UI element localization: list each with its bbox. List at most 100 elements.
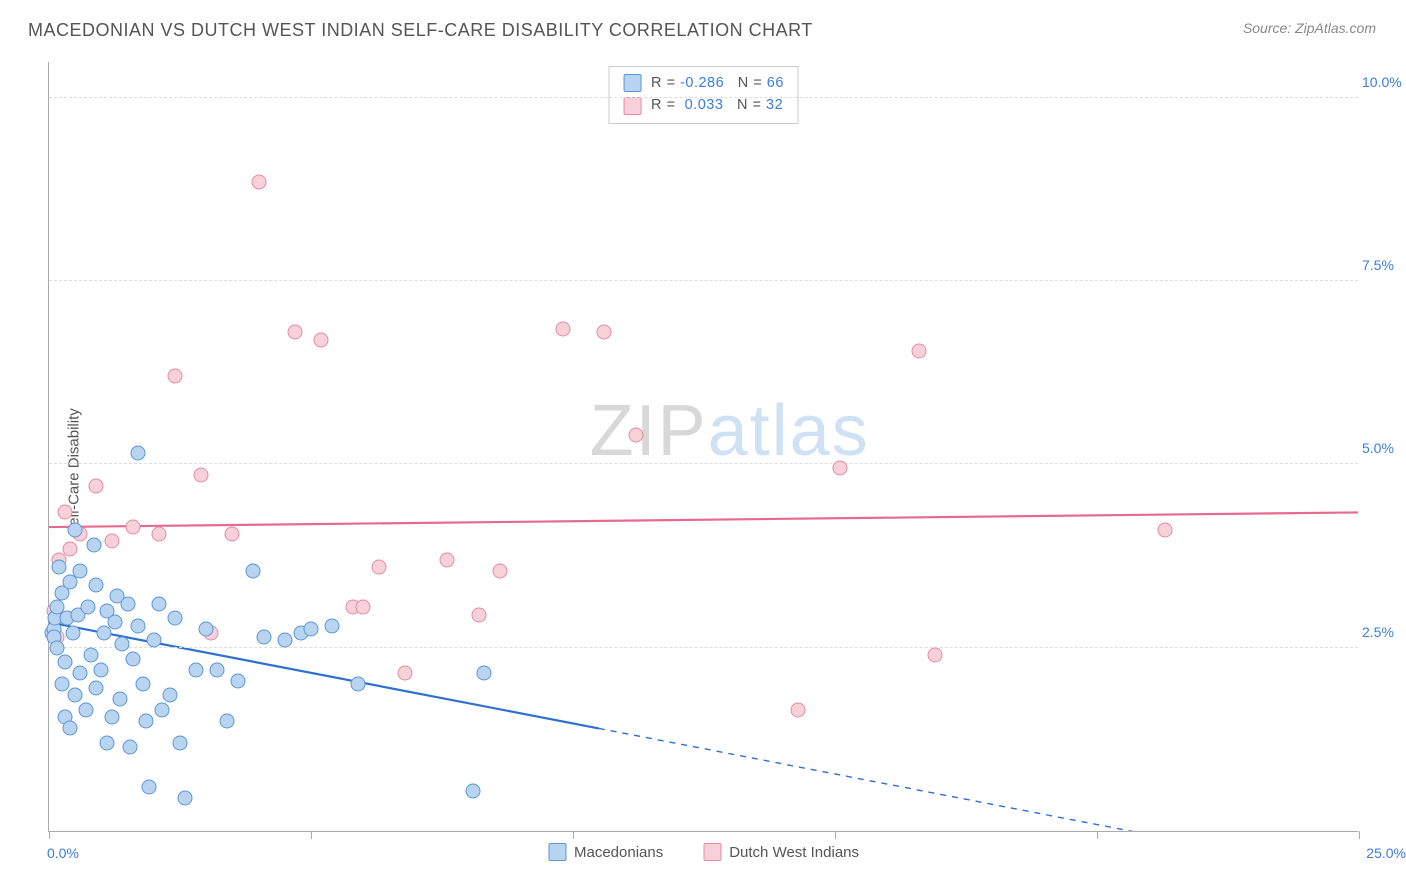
data-point xyxy=(162,688,177,703)
swatch-series-1 xyxy=(623,74,641,92)
y-tick-label: 10.0% xyxy=(1362,74,1406,90)
data-point xyxy=(68,688,83,703)
data-point xyxy=(125,651,140,666)
data-point xyxy=(125,519,140,534)
data-point xyxy=(304,622,319,637)
data-point xyxy=(440,552,455,567)
data-point xyxy=(251,175,266,190)
data-point xyxy=(115,637,130,652)
gridline xyxy=(49,280,1358,281)
y-tick-label: 5.0% xyxy=(1362,440,1406,456)
plot-area: ZIPatlas R = -0.286 N = 66 R = 0.033 N = xyxy=(48,62,1358,832)
data-point xyxy=(471,607,486,622)
data-point xyxy=(99,736,114,751)
data-point xyxy=(209,662,224,677)
y-tick-label: 2.5% xyxy=(1362,624,1406,640)
data-point xyxy=(146,633,161,648)
data-point xyxy=(188,662,203,677)
stats-legend-box: R = -0.286 N = 66 R = 0.033 N = 32 xyxy=(608,66,799,124)
watermark-atlas: atlas xyxy=(708,391,870,471)
data-point xyxy=(1158,523,1173,538)
data-point xyxy=(94,662,109,677)
x-tick-last: 25.0% xyxy=(1366,845,1406,861)
data-point xyxy=(167,369,182,384)
watermark-zip: ZIP xyxy=(590,391,708,471)
data-point xyxy=(73,563,88,578)
data-point xyxy=(89,681,104,696)
y-tick-label: 7.5% xyxy=(1362,257,1406,273)
data-point xyxy=(57,655,72,670)
data-point xyxy=(288,325,303,340)
x-tick xyxy=(835,831,836,839)
data-point xyxy=(78,703,93,718)
bottom-legend: Macedonians Dutch West Indians xyxy=(548,843,859,861)
data-point xyxy=(136,677,151,692)
data-point xyxy=(167,611,182,626)
data-point xyxy=(277,633,292,648)
data-point xyxy=(199,622,214,637)
data-point xyxy=(131,446,146,461)
x-tick xyxy=(49,831,50,839)
data-point xyxy=(356,600,371,615)
gridline xyxy=(49,647,1358,648)
data-point xyxy=(154,703,169,718)
data-point xyxy=(911,343,926,358)
stats-row-1: R = -0.286 N = 66 xyxy=(623,72,784,94)
data-point xyxy=(492,563,507,578)
data-point xyxy=(86,538,101,553)
data-point xyxy=(372,560,387,575)
data-point xyxy=(597,325,612,340)
chart-header: MACEDONIAN VS DUTCH WEST INDIAN SELF-CAR… xyxy=(0,0,1406,47)
data-point xyxy=(351,677,366,692)
data-point xyxy=(83,648,98,663)
chart-source: Source: ZipAtlas.com xyxy=(1243,20,1376,36)
data-point xyxy=(89,578,104,593)
data-point xyxy=(104,710,119,725)
data-point xyxy=(104,534,119,549)
legend-swatch-2 xyxy=(703,843,721,861)
x-tick xyxy=(1359,831,1360,839)
data-point xyxy=(57,505,72,520)
data-point xyxy=(81,600,96,615)
gridline xyxy=(49,463,1358,464)
data-point xyxy=(62,721,77,736)
data-point xyxy=(927,648,942,663)
data-point xyxy=(230,673,245,688)
legend-label-1: Macedonians xyxy=(574,844,663,861)
data-point xyxy=(73,666,88,681)
data-point xyxy=(141,780,156,795)
legend-item-1: Macedonians xyxy=(548,843,663,861)
x-tick-first: 0.0% xyxy=(47,845,79,861)
data-point xyxy=(49,640,64,655)
data-point xyxy=(152,527,167,542)
data-point xyxy=(314,332,329,347)
trend-lines xyxy=(49,62,1358,831)
legend-item-2: Dutch West Indians xyxy=(703,843,859,861)
data-point xyxy=(65,626,80,641)
data-point xyxy=(324,618,339,633)
data-point xyxy=(120,596,135,611)
x-tick xyxy=(1097,831,1098,839)
data-point xyxy=(466,783,481,798)
data-point xyxy=(225,527,240,542)
legend-swatch-1 xyxy=(548,843,566,861)
data-point xyxy=(220,714,235,729)
data-point xyxy=(246,563,261,578)
data-point xyxy=(791,703,806,718)
data-point xyxy=(555,321,570,336)
data-point xyxy=(628,428,643,443)
chart-container: Self-Care Disability ZIPatlas R = -0.286… xyxy=(0,52,1406,892)
data-point xyxy=(833,461,848,476)
stats-row-2: R = 0.033 N = 32 xyxy=(623,94,784,116)
data-point xyxy=(193,468,208,483)
data-point xyxy=(107,615,122,630)
chart-title: MACEDONIAN VS DUTCH WEST INDIAN SELF-CAR… xyxy=(28,20,813,41)
x-tick xyxy=(573,831,574,839)
data-point xyxy=(89,479,104,494)
data-point xyxy=(476,666,491,681)
data-point xyxy=(138,714,153,729)
data-point xyxy=(398,666,413,681)
data-point xyxy=(112,692,127,707)
legend-label-2: Dutch West Indians xyxy=(729,844,859,861)
x-tick xyxy=(311,831,312,839)
